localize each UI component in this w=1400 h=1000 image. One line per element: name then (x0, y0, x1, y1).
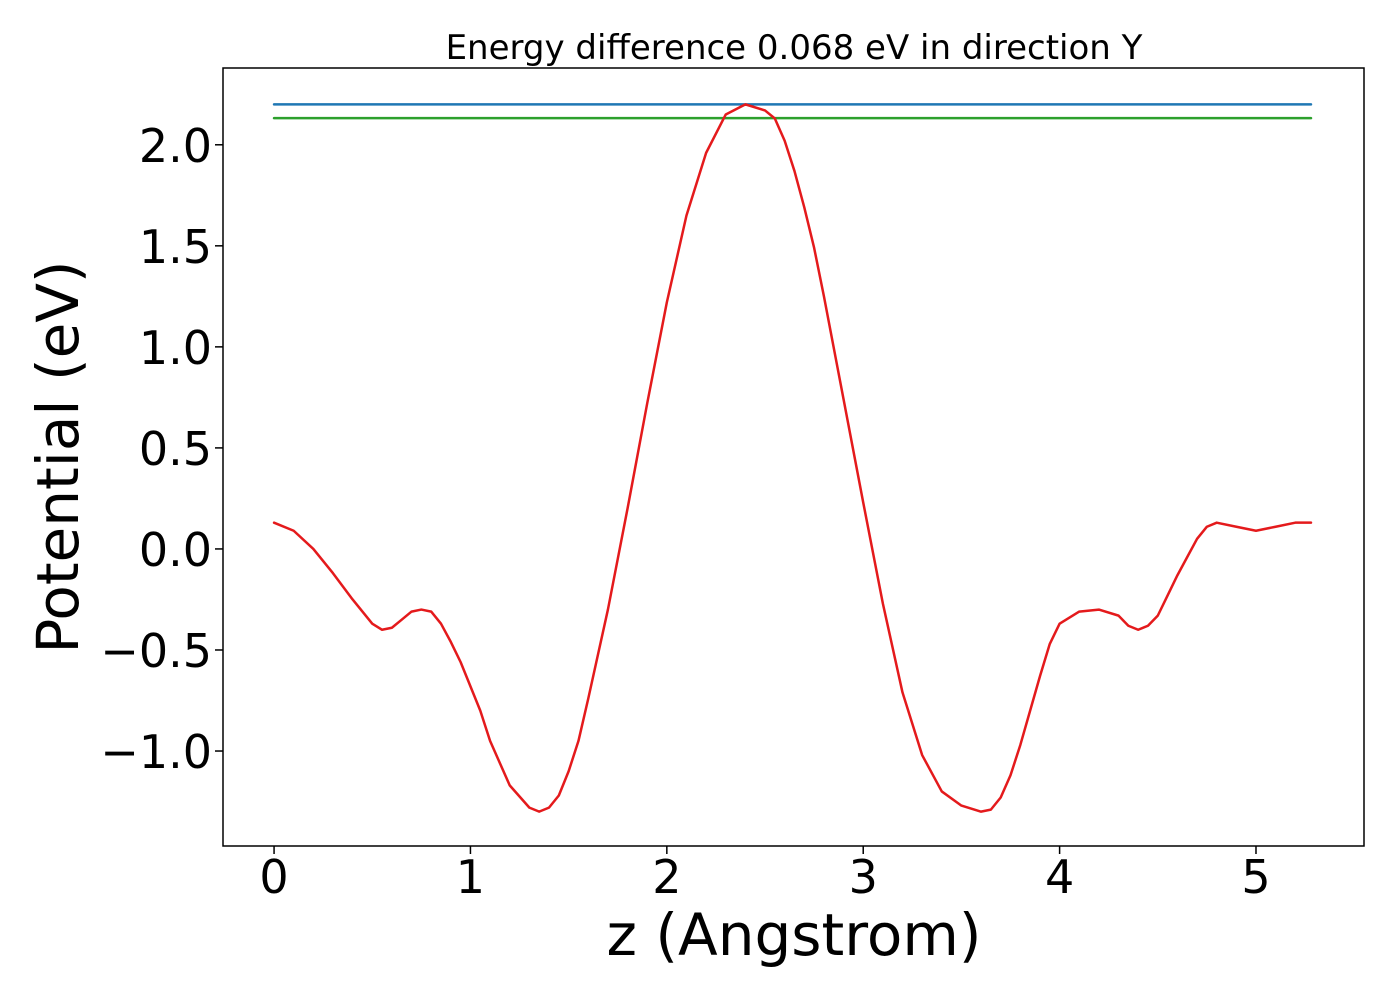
x-tick-label: 5 (1241, 850, 1270, 904)
x-axis: 0 1 2 3 4 5 (259, 846, 1271, 904)
y-tick-label: −1.0 (100, 725, 212, 779)
y-axis-label: Potential (eV) (24, 260, 92, 653)
x-tick-label: 1 (456, 850, 485, 904)
y-tick-label: 0.0 (139, 523, 212, 577)
y-tick-label: 1.5 (139, 220, 212, 274)
x-tick-label: 3 (849, 850, 878, 904)
series-line-potential (272, 103, 1313, 813)
x-tick-label: 4 (1045, 850, 1074, 904)
x-axis-label: z (Angstrom) (607, 901, 982, 969)
x-tick-label: 0 (259, 850, 288, 904)
chart-title: Energy difference 0.068 eV in direction … (446, 28, 1143, 68)
y-tick-label: −0.5 (100, 624, 212, 678)
y-tick-label: 1.0 (139, 321, 212, 375)
y-axis: −1.0 −0.5 0.0 0.5 1.0 1.5 2.0 (100, 119, 223, 779)
y-tick-label: 0.5 (139, 422, 212, 476)
plot-area-frame (222, 67, 1365, 847)
x-tick-label: 2 (652, 850, 681, 904)
y-tick-label: 2.0 (139, 119, 212, 173)
series-lines (272, 103, 1313, 813)
